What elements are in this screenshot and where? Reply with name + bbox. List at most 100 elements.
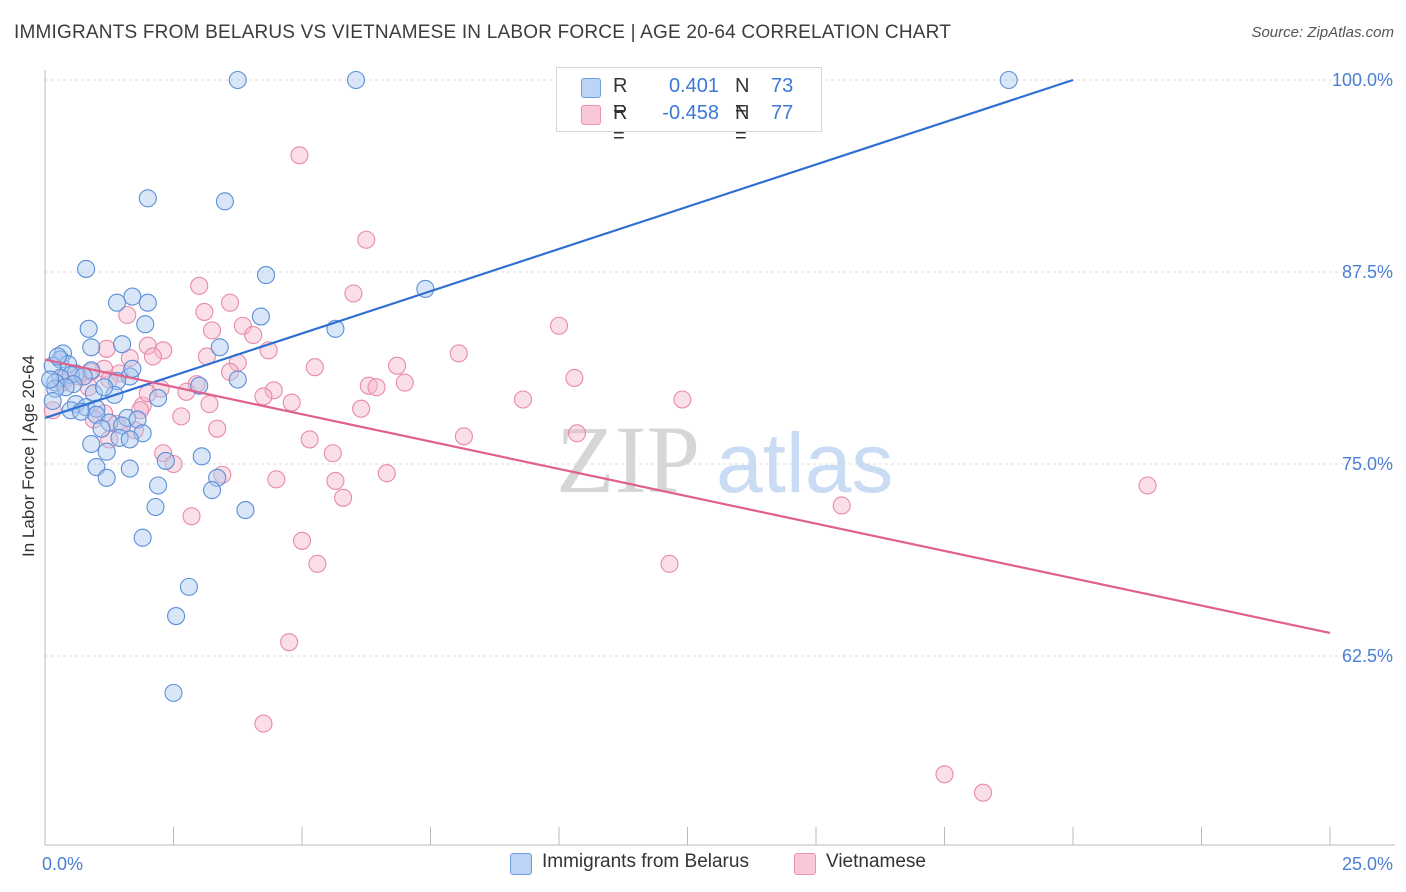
data-point-belarus — [999, 70, 1018, 90]
data-point-belarus — [123, 359, 142, 378]
y-tick-label: 87.5% — [1342, 262, 1393, 282]
data-point-vietnamese — [208, 419, 227, 438]
data-point-belarus — [120, 430, 139, 449]
data-point-vietnamese — [1138, 476, 1157, 495]
data-point-belarus — [138, 189, 157, 208]
data-point-belarus — [228, 70, 247, 90]
data-point-vietnamese — [973, 783, 993, 802]
data-point-vietnamese — [203, 321, 222, 340]
data-point-vietnamese — [565, 368, 584, 388]
data-point-vietnamese — [377, 464, 396, 483]
source-label: Source: ZipAtlas.com — [1251, 24, 1394, 41]
data-point-belarus — [346, 70, 366, 90]
n-value: 73 — [771, 75, 794, 97]
data-point-vietnamese — [549, 316, 569, 335]
data-point-vietnamese — [513, 390, 533, 409]
data-point-vietnamese — [359, 376, 378, 395]
data-point-vietnamese — [323, 444, 342, 463]
data-point-vietnamese — [220, 293, 240, 312]
data-point-belarus — [113, 335, 132, 354]
data-point-vietnamese — [118, 305, 137, 325]
axes — [44, 70, 1395, 846]
r-value: 0.401 — [668, 75, 719, 97]
data-point-belarus — [95, 378, 114, 397]
watermark-zip: ZIP — [556, 406, 700, 513]
data-point-vietnamese — [344, 284, 363, 303]
data-point-belarus — [251, 307, 270, 326]
data-point-belarus — [215, 192, 234, 211]
legend-swatch-blue — [510, 853, 532, 875]
x-tick-labels: 0.0% 25.0% — [42, 854, 1393, 874]
data-point-belarus — [179, 577, 198, 596]
data-point-vietnamese — [292, 531, 312, 550]
x-tick-label: 0.0% — [42, 854, 83, 874]
trend-line-vietnamese — [44, 358, 1331, 635]
watermark-atlas: atlas — [716, 416, 893, 510]
data-point-vietnamese — [395, 373, 414, 392]
data-point-vietnamese — [244, 325, 263, 345]
data-point-vietnamese — [935, 765, 954, 784]
data-point-vietnamese — [352, 399, 371, 418]
r-label: R = — [613, 102, 628, 147]
data-point-vietnamese — [120, 348, 139, 368]
data-point-vietnamese — [233, 316, 252, 335]
data-point-vietnamese — [143, 347, 162, 366]
data-point-vietnamese — [290, 146, 309, 165]
data-point-belarus — [82, 434, 101, 454]
data-point-belarus — [97, 468, 116, 487]
n-label: N = — [735, 102, 750, 147]
data-point-belarus — [190, 376, 209, 395]
data-point-belarus — [82, 338, 101, 357]
data-point-belarus — [133, 528, 152, 547]
data-point-belarus — [120, 459, 139, 478]
data-point-belarus — [43, 391, 62, 411]
y-tick-label: 62.5% — [1342, 646, 1393, 666]
data-point-belarus — [97, 442, 116, 461]
data-point-belarus — [210, 338, 229, 357]
legend-swatch-pink — [794, 853, 816, 875]
data-point-belarus — [149, 476, 168, 495]
data-point-vietnamese — [190, 276, 209, 295]
data-point-vietnamese — [832, 496, 851, 515]
data-point-vietnamese — [367, 378, 386, 397]
n-value: 77 — [771, 102, 794, 124]
data-point-vietnamese — [567, 424, 587, 443]
data-point-belarus — [138, 293, 157, 312]
data-point-vietnamese — [454, 427, 473, 446]
data-point-vietnamese — [254, 387, 273, 406]
data-point-vietnamese — [300, 430, 319, 449]
data-point-vietnamese — [660, 554, 679, 573]
data-point-belarus — [107, 293, 127, 312]
data-point-belarus — [123, 287, 142, 306]
chart-title: IMMIGRANTS FROM BELARUS VS VIETNAMESE IN… — [14, 22, 952, 43]
data-point-belarus — [203, 481, 222, 500]
r-value: -0.458 — [662, 102, 719, 124]
data-point-belarus — [149, 388, 168, 408]
data-point-vietnamese — [154, 341, 173, 360]
correlation-legend: R = 0.401 N = 73 R = -0.458 N = 77 — [556, 67, 822, 147]
data-point-belarus — [236, 501, 255, 520]
data-point-belarus — [92, 419, 111, 438]
data-point-vietnamese — [97, 339, 116, 358]
data-point-belarus — [128, 410, 147, 429]
data-point-vietnamese — [673, 390, 692, 409]
legend-label: Vietnamese — [826, 851, 926, 872]
data-point-vietnamese — [264, 381, 283, 400]
data-point-vietnamese — [200, 395, 219, 414]
legend-swatch-pink — [581, 105, 601, 125]
data-point-vietnamese — [195, 302, 214, 321]
data-point-belarus — [77, 259, 96, 278]
data-point-belarus — [41, 370, 60, 389]
data-point-vietnamese — [220, 362, 240, 381]
data-point-belarus — [228, 370, 247, 389]
series-vietnamese-points — [43, 146, 1157, 802]
data-point-belarus — [192, 447, 211, 466]
legend-label: Immigrants from Belarus — [542, 851, 749, 872]
y-tick-label: 100.0% — [1332, 70, 1393, 90]
y-tick-labels: 100.0% 87.5% 75.0% 62.5% — [1332, 70, 1393, 666]
legend-swatch-blue — [581, 78, 601, 98]
data-point-belarus — [256, 266, 276, 285]
data-point-vietnamese — [182, 507, 201, 526]
y-axis-label: In Labor Force | Age 20-64 — [19, 355, 38, 557]
